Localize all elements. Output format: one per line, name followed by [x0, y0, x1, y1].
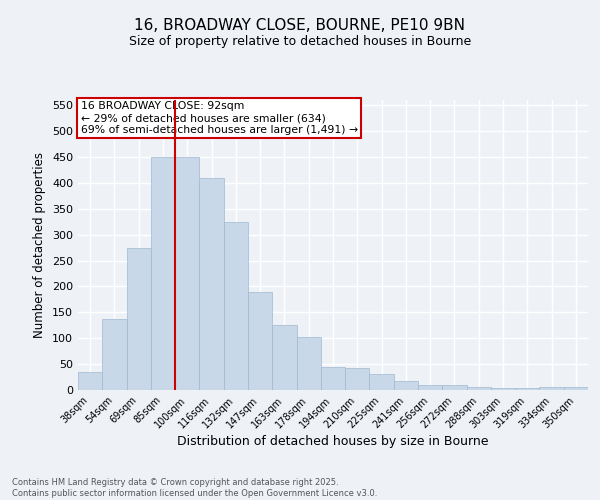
- Bar: [394, 380, 418, 390]
- Bar: [370, 374, 394, 390]
- Bar: [151, 157, 175, 390]
- Text: 16 BROADWAY CLOSE: 92sqm
← 29% of detached houses are smaller (634)
69% of semi-: 16 BROADWAY CLOSE: 92sqm ← 29% of detach…: [80, 102, 358, 134]
- Bar: [564, 387, 588, 390]
- Bar: [491, 388, 515, 390]
- X-axis label: Distribution of detached houses by size in Bourne: Distribution of detached houses by size …: [177, 436, 489, 448]
- Bar: [321, 366, 345, 390]
- Text: Contains HM Land Registry data © Crown copyright and database right 2025.
Contai: Contains HM Land Registry data © Crown c…: [12, 478, 377, 498]
- Bar: [175, 157, 199, 390]
- Bar: [248, 292, 272, 390]
- Bar: [127, 248, 151, 390]
- Bar: [467, 388, 491, 390]
- Y-axis label: Number of detached properties: Number of detached properties: [34, 152, 46, 338]
- Bar: [199, 178, 224, 390]
- Bar: [102, 319, 127, 390]
- Bar: [296, 336, 321, 390]
- Bar: [418, 386, 442, 390]
- Bar: [272, 326, 296, 390]
- Bar: [224, 222, 248, 390]
- Bar: [539, 388, 564, 390]
- Bar: [345, 368, 370, 390]
- Text: Size of property relative to detached houses in Bourne: Size of property relative to detached ho…: [129, 35, 471, 48]
- Bar: [78, 372, 102, 390]
- Text: 16, BROADWAY CLOSE, BOURNE, PE10 9BN: 16, BROADWAY CLOSE, BOURNE, PE10 9BN: [134, 18, 466, 32]
- Bar: [442, 385, 467, 390]
- Bar: [515, 388, 539, 390]
